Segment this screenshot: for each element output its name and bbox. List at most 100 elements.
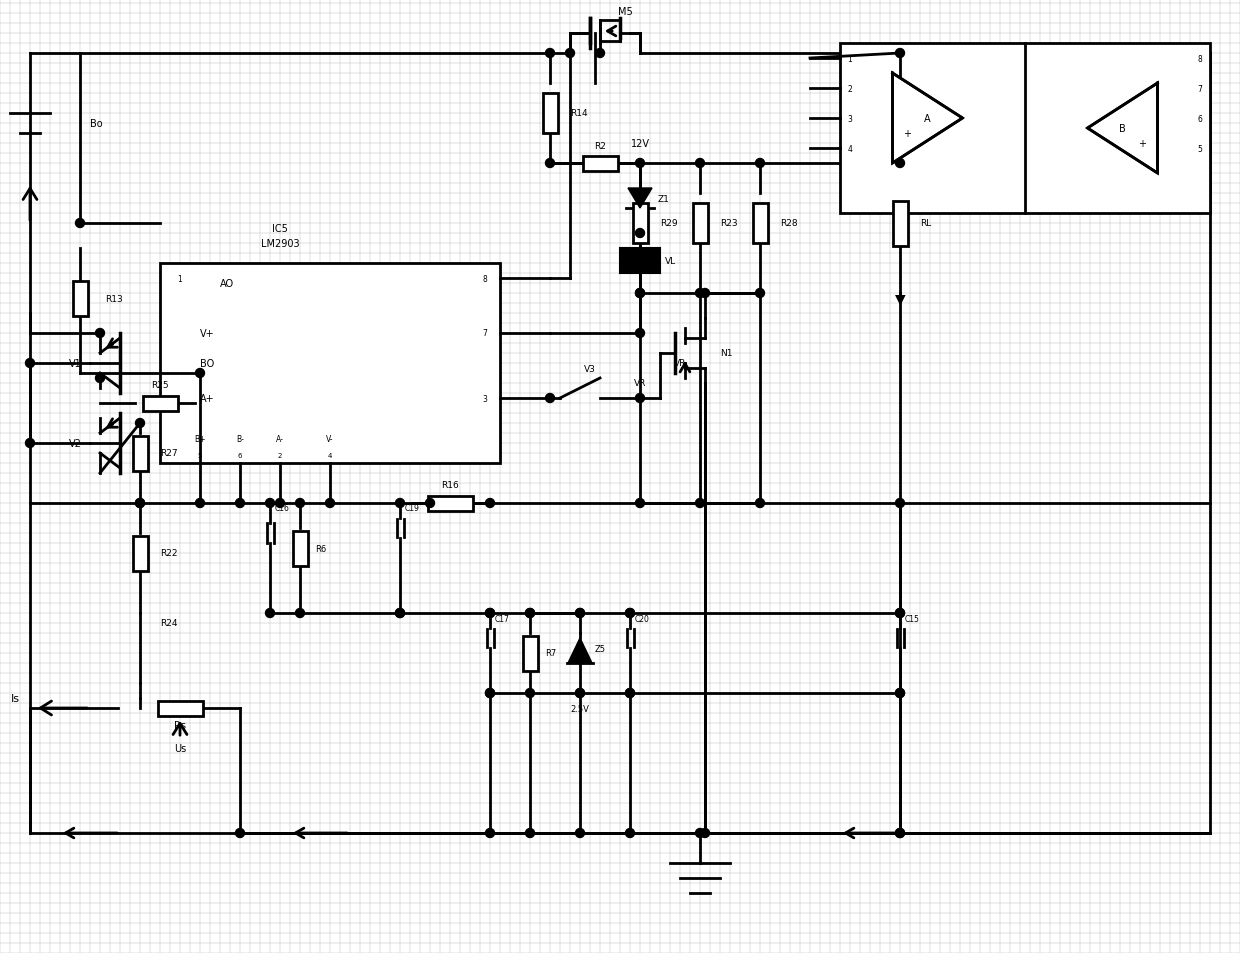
Text: Bo: Bo (91, 119, 103, 129)
Text: C16: C16 (275, 504, 290, 513)
Bar (157, 700, 202, 716)
Bar (632, 204, 647, 244)
Circle shape (396, 609, 404, 618)
Bar (893, 201, 908, 246)
Circle shape (486, 609, 495, 618)
Text: 3: 3 (482, 395, 487, 403)
Circle shape (755, 289, 765, 298)
Circle shape (895, 828, 904, 838)
Circle shape (396, 609, 404, 618)
Circle shape (275, 499, 284, 508)
Circle shape (265, 499, 274, 508)
Circle shape (575, 689, 584, 698)
Text: V-: V- (326, 434, 334, 443)
Circle shape (696, 499, 704, 508)
Circle shape (486, 689, 495, 698)
Text: R22: R22 (160, 549, 177, 558)
Circle shape (546, 159, 554, 169)
Circle shape (565, 50, 574, 58)
Bar (753, 204, 768, 244)
Circle shape (625, 828, 635, 838)
Text: AO: AO (219, 278, 234, 289)
Circle shape (135, 499, 145, 508)
Bar (293, 531, 308, 566)
Text: +: + (1138, 139, 1147, 149)
Circle shape (701, 289, 709, 298)
Circle shape (575, 609, 584, 618)
Circle shape (76, 219, 84, 229)
Polygon shape (1087, 84, 1157, 173)
Text: 4: 4 (848, 144, 852, 153)
Text: R28: R28 (780, 219, 797, 229)
Circle shape (196, 369, 205, 378)
Circle shape (895, 689, 904, 698)
Circle shape (895, 499, 904, 508)
Text: 2: 2 (848, 85, 852, 93)
Text: R24: R24 (160, 618, 177, 628)
Text: LM2903: LM2903 (260, 239, 299, 249)
Bar (522, 636, 537, 671)
Text: R27: R27 (160, 449, 177, 458)
Text: VR: VR (673, 359, 686, 368)
Text: C15: C15 (905, 614, 920, 623)
Circle shape (486, 689, 495, 698)
Text: RL: RL (920, 219, 931, 229)
Text: 7: 7 (482, 329, 487, 338)
Circle shape (895, 689, 904, 698)
Circle shape (625, 689, 635, 698)
Circle shape (625, 689, 635, 698)
Circle shape (425, 499, 434, 508)
Text: Is: Is (10, 693, 20, 703)
Text: R7: R7 (546, 649, 557, 658)
Bar (583, 156, 618, 172)
Bar (72, 281, 88, 316)
Circle shape (486, 499, 495, 508)
Text: R25: R25 (151, 381, 169, 390)
Text: A+: A+ (200, 394, 215, 403)
Text: Us: Us (174, 743, 186, 753)
Bar (543, 94, 558, 133)
Circle shape (546, 50, 554, 58)
Circle shape (575, 828, 584, 838)
Text: Z5: Z5 (595, 644, 606, 653)
Text: R14: R14 (570, 110, 588, 118)
Text: BO: BO (200, 358, 215, 369)
Circle shape (755, 499, 765, 508)
Text: V+: V+ (200, 329, 215, 338)
Circle shape (486, 828, 495, 838)
Text: Z1: Z1 (658, 194, 670, 203)
Circle shape (236, 499, 244, 508)
Text: 1: 1 (177, 274, 182, 283)
Text: C17: C17 (495, 614, 510, 623)
Circle shape (526, 689, 534, 698)
Circle shape (636, 159, 645, 169)
Text: IC5: IC5 (272, 224, 288, 233)
Circle shape (895, 609, 904, 618)
Circle shape (636, 329, 645, 338)
Circle shape (326, 499, 335, 508)
Bar (133, 536, 148, 571)
Text: ▼: ▼ (895, 292, 905, 306)
Circle shape (26, 439, 35, 448)
Bar (160, 264, 500, 463)
Circle shape (895, 159, 904, 169)
Text: R23: R23 (720, 219, 738, 229)
Text: N1: N1 (720, 349, 733, 358)
Text: A: A (924, 113, 931, 124)
Text: 4: 4 (327, 453, 332, 458)
Bar (143, 396, 177, 411)
Circle shape (625, 609, 635, 618)
Text: V3: V3 (584, 364, 596, 374)
Circle shape (636, 395, 645, 403)
Circle shape (636, 289, 645, 298)
Circle shape (295, 609, 305, 618)
Text: 2: 2 (278, 453, 283, 458)
Circle shape (636, 289, 645, 298)
Circle shape (546, 395, 554, 403)
Text: 8: 8 (482, 274, 487, 283)
Text: 6: 6 (1198, 114, 1203, 123)
Circle shape (486, 609, 495, 618)
Text: VR: VR (634, 379, 646, 388)
Circle shape (701, 828, 709, 838)
Text: 1: 1 (848, 54, 852, 64)
